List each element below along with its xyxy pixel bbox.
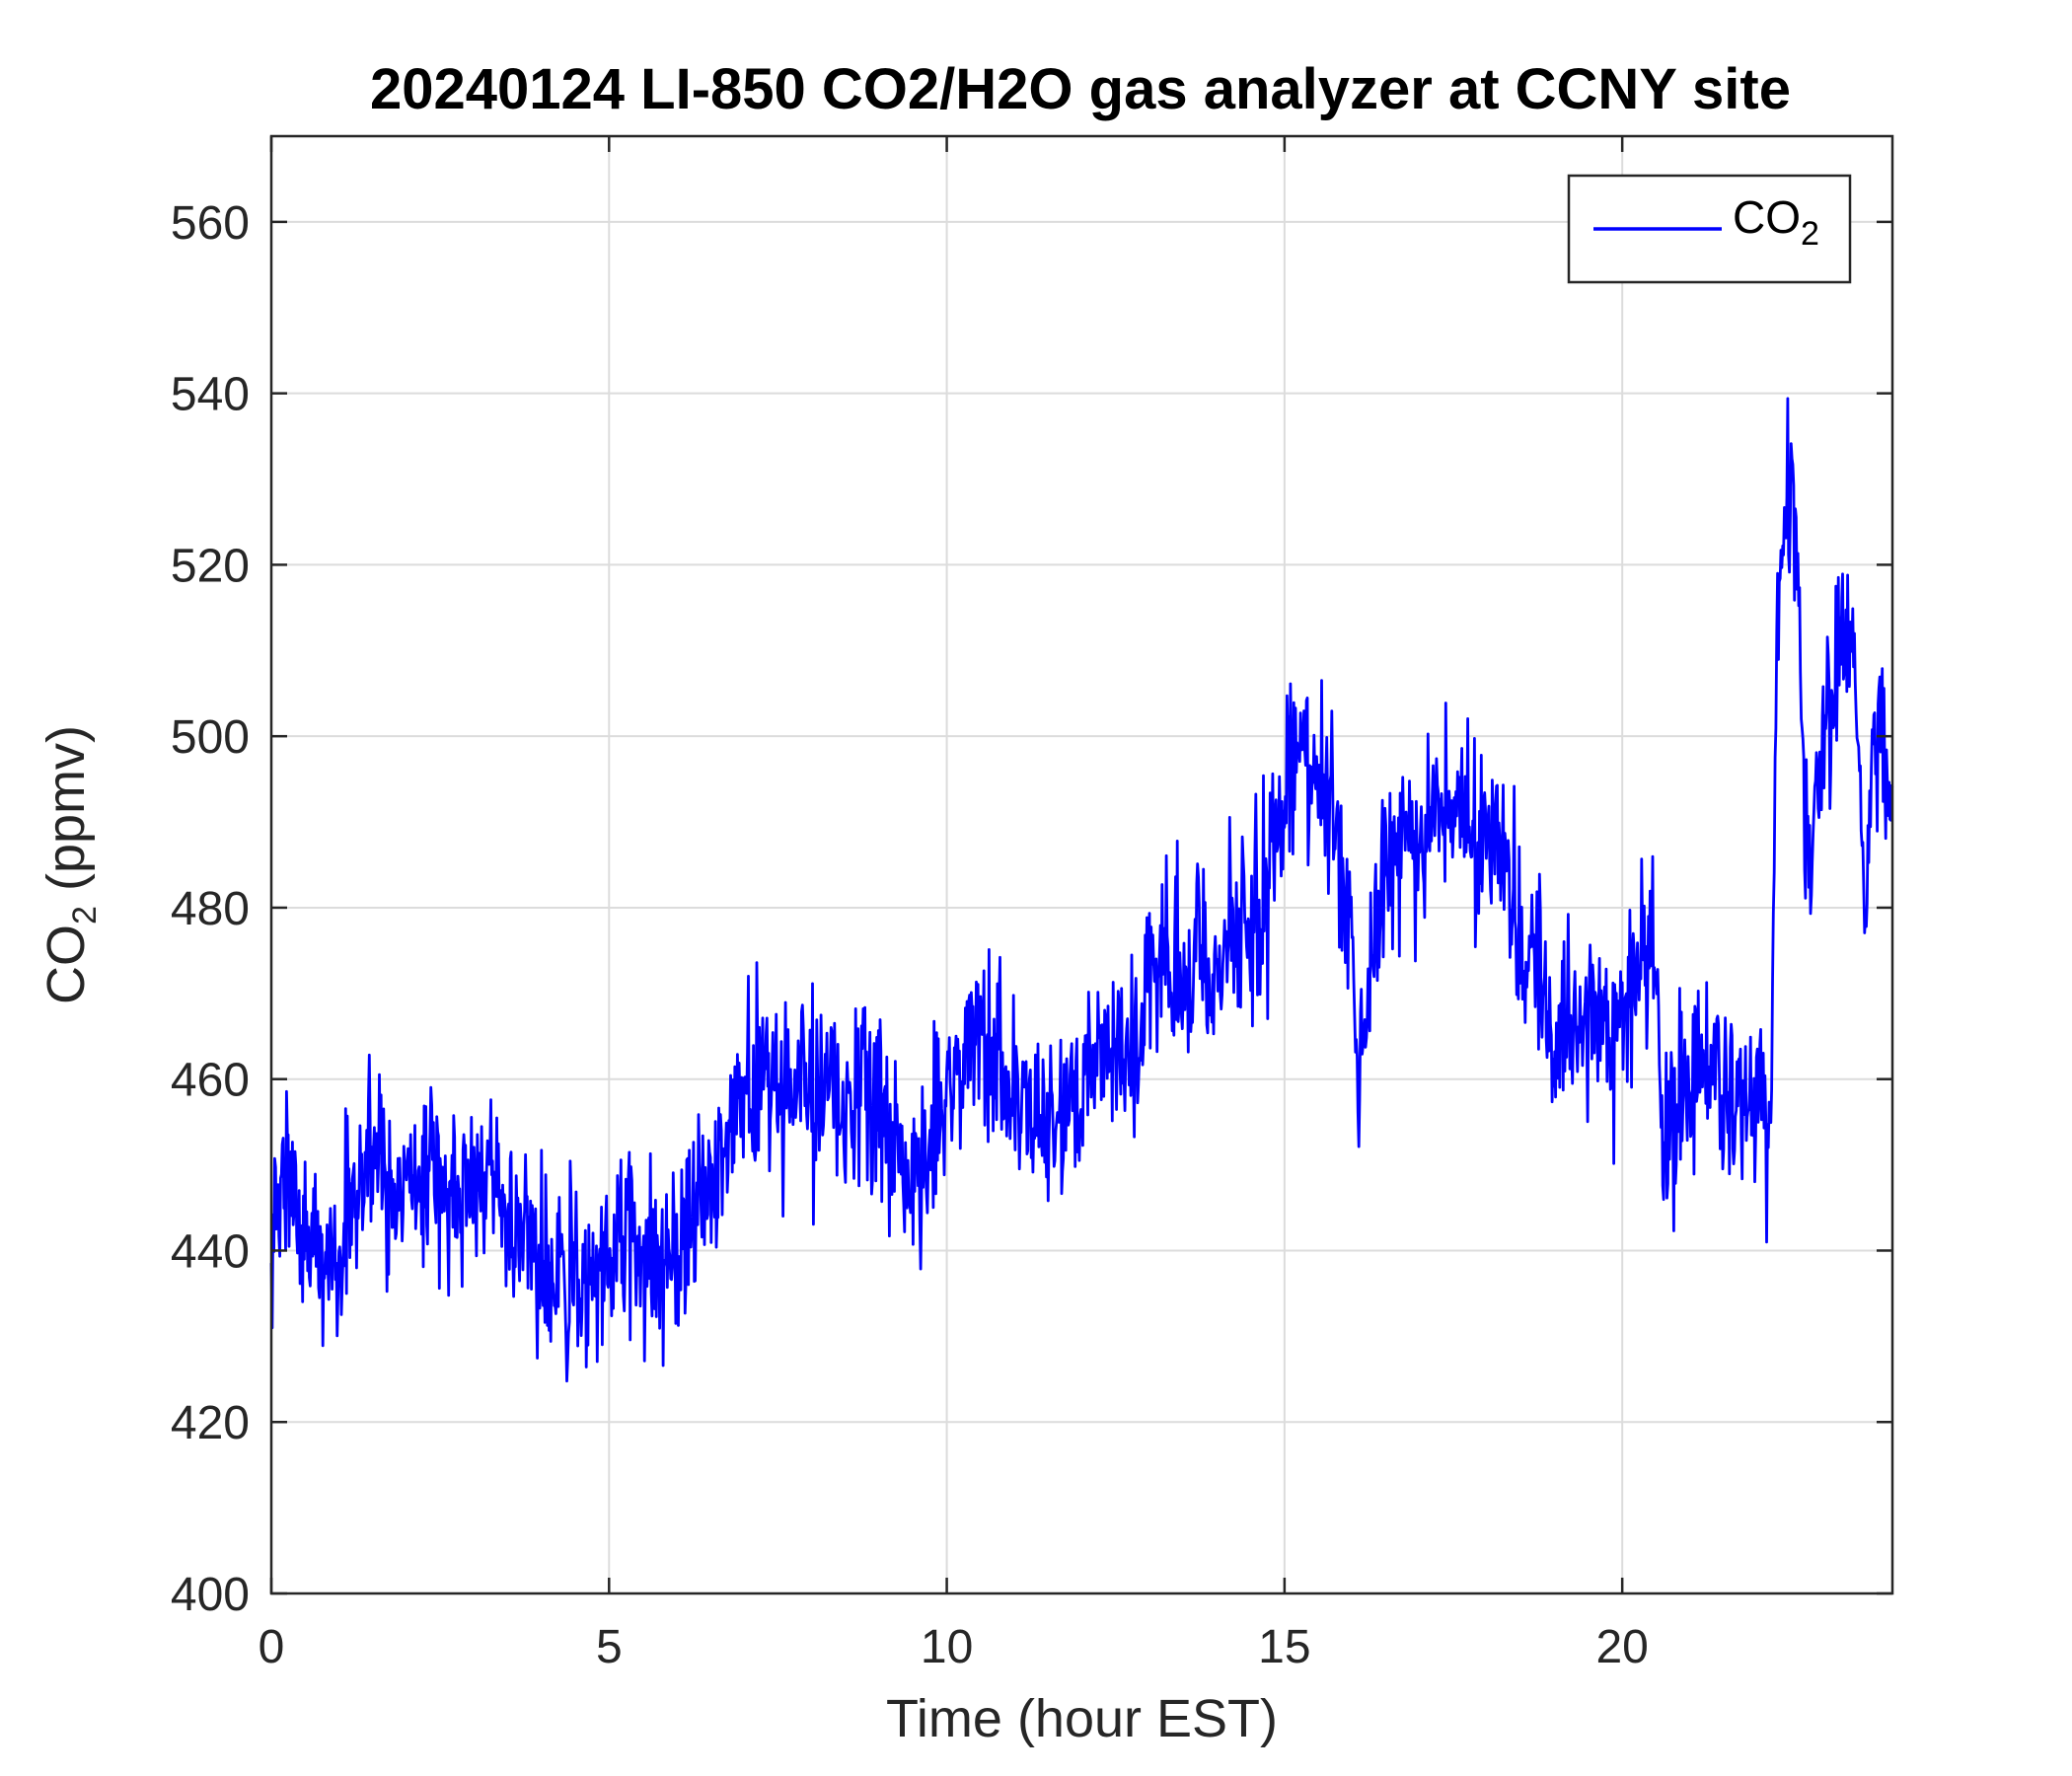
x-tick-label: 15 xyxy=(1258,1621,1310,1673)
legend-label-main: CO xyxy=(1733,191,1801,243)
y-tick-label: 560 xyxy=(171,197,250,250)
y-tick-label: 520 xyxy=(171,540,250,592)
legend-label-sub: 2 xyxy=(1801,215,1819,253)
x-tick-labels: 0 5 10 15 20 xyxy=(259,1621,1649,1673)
y-axis-label-sub: 2 xyxy=(66,906,104,925)
y-tick-label: 420 xyxy=(171,1397,250,1449)
x-tick-label: 20 xyxy=(1595,1621,1648,1673)
chart-title: 20240124 LI-850 CO2/H2O gas analyzer at … xyxy=(370,57,1791,121)
y-axis-label-main: CO xyxy=(37,925,96,1004)
y-tick-label: 460 xyxy=(171,1055,250,1107)
series-layer xyxy=(269,397,1894,1383)
y-tick-label: 440 xyxy=(171,1225,250,1278)
y-axis-label: CO2 (ppmv) xyxy=(37,725,104,1004)
x-axis-label: Time (hour EST) xyxy=(886,1689,1278,1748)
y-tick-label: 500 xyxy=(171,711,250,764)
axis-ticks xyxy=(269,136,1892,1595)
x-tick-label: 0 xyxy=(259,1621,285,1673)
x-tick-label: 10 xyxy=(921,1621,973,1673)
series-line-0 xyxy=(269,397,1894,1383)
y-tick-label: 540 xyxy=(171,369,250,421)
plot-frame xyxy=(269,134,1894,1595)
legend: CO2 xyxy=(1567,174,1852,284)
y-tick-label: 480 xyxy=(171,883,250,935)
plot-area xyxy=(271,136,1892,1593)
y-tick-labels: 400 420 440 460 480 500 520 540 560 xyxy=(171,197,250,1621)
y-tick-label: 400 xyxy=(171,1569,250,1621)
y-axis-label-rest: (ppmv) xyxy=(37,725,96,906)
x-tick-label: 5 xyxy=(596,1621,623,1673)
legend-label: CO2 xyxy=(1733,191,1819,253)
